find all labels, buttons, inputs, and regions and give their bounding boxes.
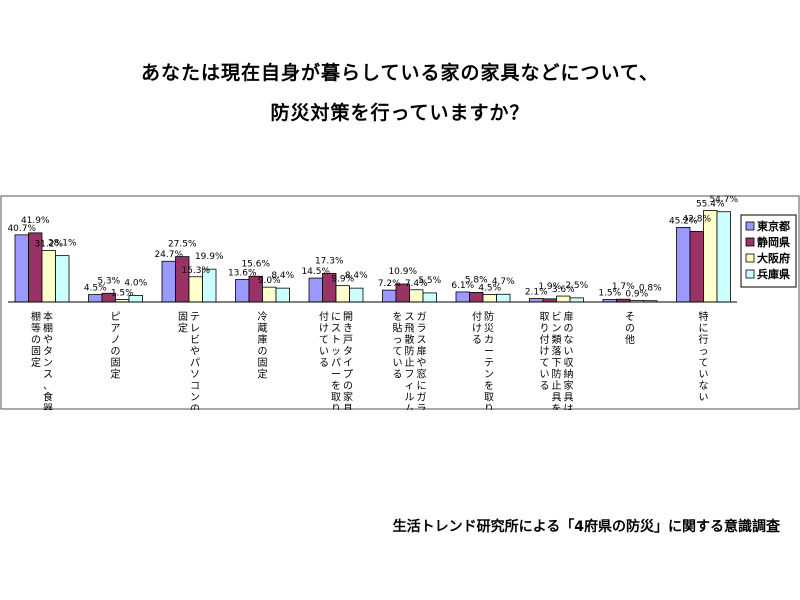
value-label-2-0: 24.7% [154, 250, 183, 260]
bar-0-2 [41, 250, 56, 303]
bar-5-3 [422, 292, 437, 303]
value-label-2-2: 15.3% [181, 266, 210, 276]
legend-label-0: 東京都 [757, 219, 790, 233]
bar-3-3 [275, 287, 290, 303]
value-label-3-1: 15.6% [241, 259, 270, 269]
bar-0-3 [55, 255, 70, 303]
legend-swatch-0 [745, 221, 755, 231]
bar-9-1 [689, 230, 704, 303]
legend-label-3: 兵庫県 [757, 267, 790, 281]
bar-4-0 [308, 277, 323, 303]
bar-6-2 [482, 294, 497, 303]
legend-swatch-3 [745, 269, 755, 279]
bar-4-3 [349, 287, 364, 303]
category-label-9: 特に行っていない [699, 311, 709, 404]
source-note: 生活トレンド研究所による「4府県の防災」に関する意識調査 [392, 519, 780, 535]
legend-label-2: 大阪府 [757, 251, 790, 265]
category-label-3: 冷蔵庫の固定 [258, 310, 268, 381]
chart-title-line2: 防災対策を行っていますか？ [270, 102, 530, 124]
value-label-4-2: 9.9% [331, 275, 354, 285]
value-label-6-3: 4.7% [492, 277, 515, 287]
value-label-8-3: 0.8% [639, 284, 662, 294]
value-label-4-3: 8.4% [345, 271, 368, 281]
bar-7-3 [569, 297, 584, 303]
bar-7-2 [556, 295, 571, 303]
value-label-3-2: 9.0% [258, 276, 281, 286]
value-labels-group: 40.7%41.9%31.2%28.1%4.5%5.3%1.5%4.0%24.7… [7, 195, 738, 300]
bar-0-0 [14, 234, 29, 303]
category-label-5: ガラス扉や窓にガラス飛散防止フィルムを貼っている [393, 311, 427, 410]
value-label-3-3: 8.4% [271, 271, 294, 281]
bar-2-1 [175, 256, 190, 303]
value-label-0-3: 28.1% [48, 239, 77, 249]
value-label-8-0: 1.5% [598, 289, 621, 299]
bar-3-0 [235, 279, 250, 303]
value-label-3-0: 13.6% [228, 269, 257, 279]
bars-group [14, 210, 731, 303]
value-label-1-0: 4.5% [84, 284, 107, 294]
value-label-2-3: 19.9% [195, 252, 224, 262]
legend-swatch-2 [745, 253, 755, 263]
value-label-7-1: 1.9% [538, 282, 561, 292]
bar-6-3 [496, 293, 511, 303]
bar-6-1 [469, 292, 484, 303]
value-label-6-1: 5.8% [465, 275, 488, 285]
value-label-9-3: 54.7% [709, 195, 738, 205]
value-label-9-1: 42.8% [682, 214, 711, 224]
value-label-7-0: 2.1% [525, 288, 548, 298]
value-label-0-2: 31.2% [34, 240, 63, 250]
category-label-8: その他 [625, 311, 635, 346]
value-label-5-2: 7.4% [405, 279, 428, 289]
category-label-1: ピアノの固定 [111, 311, 121, 381]
value-label-8-2: 0.9% [625, 290, 648, 300]
category-label-6: 防災カーテンを取り付ける [472, 310, 494, 410]
value-label-5-0: 7.2% [378, 279, 401, 289]
value-label-8-1: 1.7% [612, 282, 635, 292]
value-label-6-2: 4.5% [478, 284, 501, 294]
bar-2-2 [188, 276, 203, 303]
value-label-6-0: 6.1% [451, 281, 474, 291]
value-label-7-3: 2.5% [565, 281, 588, 291]
bar-9-3 [716, 211, 731, 303]
bar-4-2 [335, 285, 350, 303]
bar-5-2 [409, 289, 424, 303]
bar-3-2 [262, 286, 277, 303]
value-label-5-1: 10.9% [388, 267, 417, 277]
value-label-9-2: 55.4% [696, 200, 725, 210]
category-label-2: テレビやパソコンの固定 [178, 311, 200, 410]
chart-title-line1: あなたは現在自身が暮らしている家の家具などについて、 [141, 62, 659, 84]
value-label-2-1: 27.5% [168, 240, 197, 250]
value-label-5-3: 5.5% [418, 276, 441, 286]
bar-chart: 40.7%41.9%31.2%28.1%4.5%5.3%1.5%4.0%24.7… [0, 195, 800, 410]
value-label-4-1: 17.3% [315, 256, 344, 266]
bar-2-0 [161, 260, 176, 303]
value-label-1-3: 4.0% [124, 278, 147, 288]
category-label-4: 開き戸タイプの家具にストッパーを取り付けている [319, 310, 353, 410]
bar-1-0 [88, 294, 103, 303]
value-label-0-0: 40.7% [7, 224, 36, 234]
value-label-9-0: 45.2% [669, 216, 698, 226]
legend-swatch-1 [745, 237, 755, 247]
category-labels-group: 本棚やタンス、食器棚等の固定 ピアノの固定 テレビやパソコンの固定 冷蔵庫の固定 開き戸… [31, 310, 709, 410]
bar-6-0 [455, 291, 470, 303]
bar-5-0 [382, 289, 397, 303]
bar-9-0 [676, 227, 691, 303]
value-label-1-1: 5.3% [97, 276, 120, 286]
value-label-4-0: 14.5% [301, 267, 330, 277]
category-label-7: 扉のない収納家具はビン類落下防止具を取り付けている [540, 310, 574, 410]
bar-7-0 [529, 298, 544, 303]
value-label-7-2: 3.6% [552, 285, 575, 295]
category-label-0: 本棚やタンス、食器棚等の固定 [31, 310, 53, 410]
legend-label-1: 静岡県 [757, 235, 790, 249]
value-label-0-1: 41.9% [21, 216, 50, 226]
value-label-1-2: 1.5% [111, 289, 134, 299]
